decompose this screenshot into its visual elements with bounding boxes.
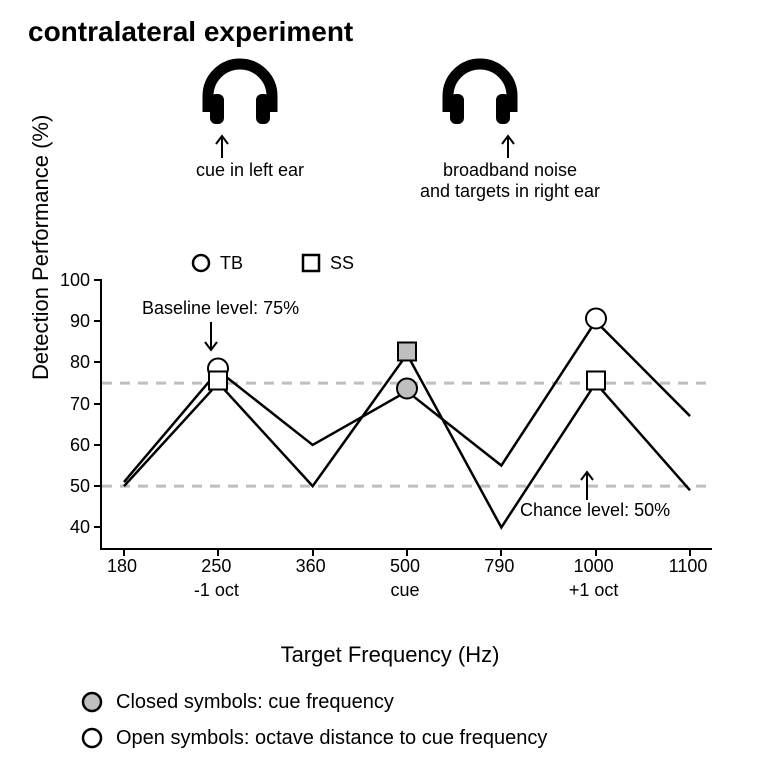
circle-closed-icon [80,690,104,714]
ytick-label: 100 [50,270,90,291]
chance-label: Chance level: 50% [520,500,670,521]
headphone-right-icon [438,56,522,130]
arrow-right-icon [499,128,517,158]
chart-area: TB SS Baseline level: 75% Chance level: … [100,250,710,588]
legend-tb: TB [190,252,243,274]
data-marker [581,366,611,401]
y-axis-label: Detection Performance (%) [28,115,54,380]
xtick-sub-label: -1 oct [194,580,239,601]
data-marker [392,374,422,409]
data-marker [203,366,233,401]
circle-open-icon [80,726,104,750]
data-marker [581,304,611,339]
chance-arrow-icon [578,464,596,502]
bottom-legend-open-text: Open symbols: octave distance to cue fre… [116,727,547,750]
bottom-legend-open: Open symbols: octave distance to cue fre… [80,726,547,750]
xtick-label: 1100 [669,556,708,577]
circle-open-icon [190,252,212,274]
baseline-arrow-icon [202,320,220,358]
baseline-label: Baseline level: 75% [142,298,299,319]
xtick-label: 250 [201,556,231,577]
xtick-label: 500 [390,556,420,577]
square-open-icon [300,252,322,274]
chart-title: contralateral experiment [28,16,353,48]
ytick-label: 60 [50,435,90,456]
arrow-left-icon [213,128,231,158]
ytick-label: 70 [50,394,90,415]
bottom-legend-closed-text: Closed symbols: cue frequency [116,691,394,714]
xtick-label: 180 [107,556,137,577]
ytick-label: 90 [50,311,90,332]
xtick-sub-label: +1 oct [569,580,619,601]
xtick-label: 790 [484,556,514,577]
legend-tb-label: TB [220,253,243,274]
ytick-label: 40 [50,517,90,538]
xtick-label: 360 [296,556,326,577]
headphone-row: cue in left ear broadband noise and targ… [0,56,780,226]
headphone-right-label: broadband noise and targets in right ear [390,160,630,201]
legend-ss: SS [300,252,354,274]
headphone-left-icon [198,56,282,130]
ytick-label: 80 [50,352,90,373]
data-marker [392,337,422,372]
xtick-label: 1000 [574,556,614,577]
x-axis-label: Target Frequency (Hz) [0,642,780,668]
headphone-left-label: cue in left ear [155,160,345,181]
legend-ss-label: SS [330,253,354,274]
bottom-legend-closed: Closed symbols: cue frequency [80,690,394,714]
xtick-sub-label: cue [390,580,419,601]
ytick-label: 50 [50,476,90,497]
